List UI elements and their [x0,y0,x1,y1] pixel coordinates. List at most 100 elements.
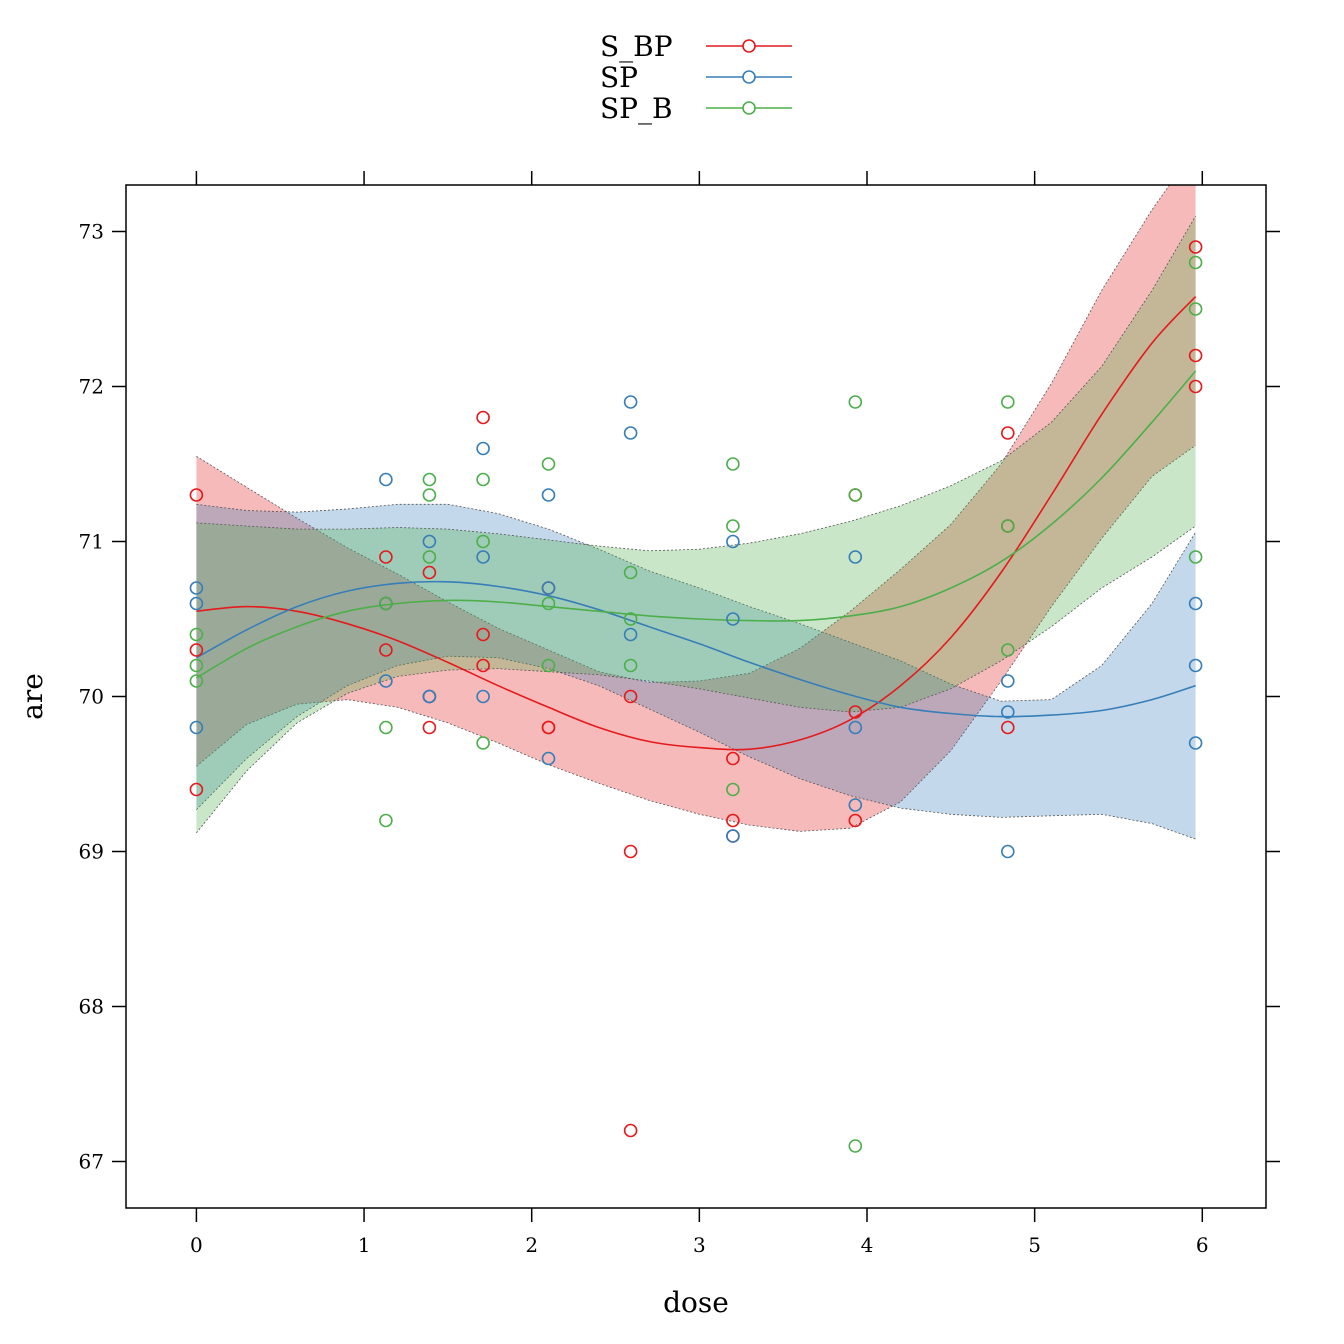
point-sp [541,751,556,766]
point-s-bp [476,658,490,673]
point-sp [848,550,863,564]
y-tick-label: 67 [79,1150,104,1174]
point-sp-b [623,565,638,580]
legend-marker-sp [742,70,756,84]
fit-line-s-bp [196,296,1197,751]
point-sp [189,581,204,595]
point-sp-b [1000,395,1015,409]
point-s-bp [1188,240,1203,254]
point-s-bp [189,782,204,797]
point-sp-b [623,612,638,626]
fit-line-sp [196,580,1196,718]
axis-ticks: 0 1 2 3 4 5 6 67 68 69 70 71 72 73 [79,171,1280,1257]
legend-label-sp-b: SP_B [600,92,673,125]
x-tick-label: 2 [525,1233,538,1257]
point-sp-b [541,658,556,673]
point-sp-b [1000,643,1015,657]
point-sp-b [422,550,437,564]
point-sp [476,550,490,564]
y-tick-label: 69 [79,840,104,864]
point-sp [189,720,204,735]
point-s-bp [379,643,393,657]
point-s-bp [476,627,490,642]
point-sp-b [541,457,556,471]
point-s-bp [422,720,437,735]
x-tick-label: 6 [1196,1233,1209,1257]
band-upper-sp [196,503,1196,702]
point-sp-b [476,736,490,750]
y-tick-label: 68 [79,995,104,1019]
point-sp [1188,658,1203,673]
point-sp [476,441,490,456]
point-sp [1000,705,1015,719]
legend-marker-sp-b [742,101,756,115]
point-s-bp [726,813,740,828]
point-sp-b [189,658,204,673]
point-s-bp [1000,720,1015,735]
point-sp-b [476,534,490,549]
x-tick-label: 3 [693,1233,706,1257]
point-sp-b [379,720,393,735]
x-tick-label: 0 [190,1233,203,1257]
y-axis-title: are [16,673,49,720]
point-s-bp [1000,426,1015,440]
legend-marker-s-bp [742,39,756,53]
confidence-bands [196,185,1196,840]
band-sp [196,504,1196,840]
point-sp [1000,674,1015,688]
y-tick-label: 72 [79,375,104,399]
point-sp [1188,736,1203,750]
point-s-bp [422,565,437,580]
point-s-bp [848,705,863,719]
band-upper-sp-b [196,215,1196,552]
band-lower-sp [196,655,1196,840]
band-lower-s-bp [196,445,1196,832]
point-sp [1000,844,1015,859]
y-tick-label: 71 [79,530,104,554]
point-sp-b [1188,550,1203,564]
point-sp [726,534,740,549]
band-sp-b [196,216,1196,833]
legend-label-sp: SP [600,61,638,94]
point-sp [623,627,638,642]
point-s-bp [726,751,740,766]
point-sp-b [848,488,863,502]
point-sp [379,472,393,487]
point-sp-b [1188,255,1203,270]
point-sp-b [541,596,556,611]
x-tick-label: 1 [358,1233,371,1257]
y-tick-label: 73 [79,220,104,244]
point-s-bp [1188,348,1203,363]
point-sp-b [476,472,490,487]
point-sp [726,829,740,843]
point-sp [623,395,638,409]
point-s-bp [379,550,393,564]
data-points [189,240,1203,1153]
point-sp [1188,596,1203,611]
point-s-bp [848,813,863,828]
y-tick-label: 70 [79,685,104,709]
point-sp-b [422,472,437,487]
fit-lines [196,296,1197,751]
point-sp-b [1188,302,1203,316]
point-sp-b [623,658,638,673]
point-s-bp [623,1123,638,1138]
point-sp-b [726,457,740,471]
point-sp [189,596,204,611]
point-sp-b [848,1139,863,1153]
band-lower-sp-b [196,525,1196,834]
point-s-bp [189,488,204,502]
point-sp [476,689,490,704]
point-sp [541,488,556,502]
point-s-bp [189,643,204,657]
point-s-bp [623,689,638,704]
point-sp [541,581,556,595]
legend-label-s-bp: S_BP [600,30,673,63]
point-s-bp [476,410,490,425]
fit-line-sp-b [196,370,1197,679]
point-sp-b [379,596,393,611]
band-s-bp [196,185,1196,832]
point-sp-b [726,782,740,797]
point-s-bp [541,720,556,735]
